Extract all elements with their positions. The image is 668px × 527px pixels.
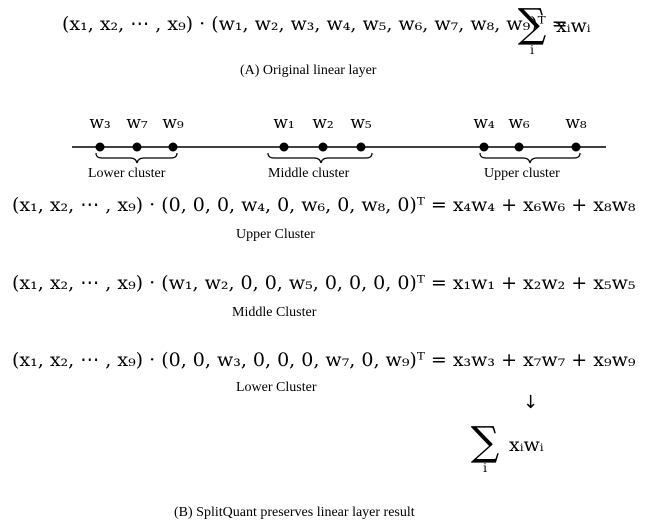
label-w8: w₈ bbox=[565, 113, 587, 133]
point-w5 bbox=[356, 142, 366, 152]
down-arrow-icon: ↓ bbox=[523, 392, 539, 413]
caption-a: (A) Original linear layer bbox=[240, 63, 377, 78]
original-sum-symbol: ∑ i bbox=[512, 4, 552, 56]
result-sum-index: i bbox=[483, 461, 487, 475]
label-w4: w₄ bbox=[473, 113, 495, 133]
cluster-label-middle: Middle cluster bbox=[268, 166, 350, 181]
label-w1: w₁ bbox=[273, 113, 295, 133]
caption-upper: Upper Cluster bbox=[236, 227, 315, 242]
label-w7: w₇ bbox=[126, 113, 148, 133]
brace-middle bbox=[267, 152, 373, 164]
label-w5: w₅ bbox=[350, 113, 372, 133]
caption-lower: Lower Cluster bbox=[236, 380, 317, 395]
caption-b: (B) SplitQuant preserves linear layer re… bbox=[174, 505, 415, 520]
equation-lower: (x₁, x₂, ⋯ , x₉) · (0, 0, w₃, 0, 0, 0, w… bbox=[12, 349, 636, 371]
point-w7 bbox=[132, 142, 142, 152]
point-w1 bbox=[279, 142, 289, 152]
result-sum-term: xᵢwᵢ bbox=[509, 434, 544, 456]
label-w6: w₆ bbox=[508, 113, 530, 133]
cluster-label-lower: Lower cluster bbox=[88, 166, 166, 181]
result-sum-symbol: ∑ i bbox=[465, 422, 505, 474]
original-sum-index: i bbox=[530, 43, 534, 57]
point-w8 bbox=[571, 142, 581, 152]
label-w9: w₉ bbox=[162, 113, 184, 133]
point-w4 bbox=[479, 142, 489, 152]
caption-middle: Middle Cluster bbox=[232, 305, 317, 320]
point-w3 bbox=[95, 142, 105, 152]
point-w2 bbox=[318, 142, 328, 152]
number-line bbox=[72, 142, 606, 164]
cluster-label-upper: Upper cluster bbox=[484, 166, 560, 181]
equation-upper: (x₁, x₂, ⋯ , x₉) · (0, 0, 0, w₄, 0, w₆, … bbox=[12, 194, 636, 216]
brace-lower bbox=[95, 152, 178, 164]
label-w3: w₃ bbox=[89, 113, 111, 133]
point-w6 bbox=[514, 142, 524, 152]
original-equation: (x₁, x₂, ⋯ , x₉) · (w₁, w₂, w₃, w₄, w₅, … bbox=[62, 13, 568, 35]
equation-middle: (x₁, x₂, ⋯ , x₉) · (w₁, w₂, 0, 0, w₅, 0,… bbox=[12, 272, 636, 294]
original-equation-lhs: (x₁, x₂, ⋯ , x₉) · (w₁, w₂, w₃, w₄, w₅, … bbox=[62, 13, 568, 35]
point-w9 bbox=[168, 142, 178, 152]
label-w2: w₂ bbox=[312, 113, 334, 133]
brace-upper bbox=[479, 152, 581, 164]
original-sum-term: xᵢwᵢ bbox=[556, 15, 591, 37]
